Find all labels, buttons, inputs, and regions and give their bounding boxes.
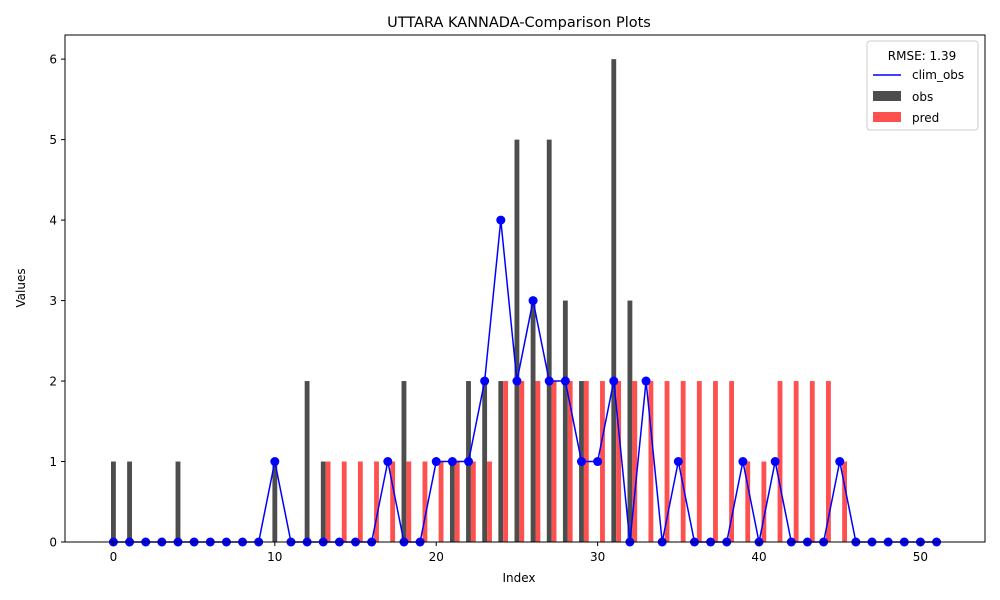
clim-obs-point bbox=[528, 296, 538, 306]
pred-bar bbox=[680, 381, 686, 542]
obs-bar bbox=[611, 59, 617, 543]
clim-obs-point bbox=[770, 457, 780, 467]
pred-bar bbox=[713, 381, 718, 542]
y-tick-label: 6 bbox=[49, 53, 57, 67]
pred-bar bbox=[422, 461, 428, 542]
legend-swatch-pred bbox=[873, 112, 901, 122]
clim-obs-point bbox=[496, 215, 506, 225]
pred-bar bbox=[761, 461, 767, 542]
pred-bar bbox=[745, 461, 751, 542]
x-tick-label: 20 bbox=[429, 550, 444, 564]
pred-bar bbox=[696, 381, 702, 542]
y-tick-label: 0 bbox=[49, 536, 57, 550]
y-tick-label: 1 bbox=[49, 455, 57, 469]
obs-bar bbox=[498, 381, 504, 542]
clim-obs-point bbox=[738, 457, 748, 467]
obs-bar bbox=[401, 381, 407, 542]
pred-bar bbox=[729, 381, 735, 542]
clim-obs-point bbox=[447, 457, 457, 467]
obs-bar bbox=[546, 139, 552, 542]
obs-bar bbox=[627, 300, 633, 542]
pred-bar bbox=[664, 381, 670, 542]
pred-bar bbox=[454, 461, 460, 542]
clim-obs-point bbox=[560, 376, 570, 386]
pred-bar bbox=[632, 381, 638, 542]
x-tick-label: 10 bbox=[267, 550, 282, 564]
obs-bar bbox=[272, 461, 278, 542]
pred-bars bbox=[325, 381, 847, 542]
pred-bar bbox=[341, 461, 347, 542]
clim-obs-point bbox=[641, 376, 651, 386]
obs-bar bbox=[449, 461, 455, 542]
y-axis: 0 1 2 3 4 5 6 bbox=[49, 53, 65, 550]
obs-bar bbox=[482, 381, 488, 542]
pred-bar bbox=[470, 461, 476, 542]
x-tick-label: 30 bbox=[590, 550, 605, 564]
pred-bar bbox=[600, 381, 605, 542]
pred-bar bbox=[390, 461, 396, 542]
x-tick-label: 40 bbox=[751, 550, 766, 564]
obs-bars bbox=[111, 59, 633, 543]
pred-bar bbox=[777, 381, 783, 542]
y-tick-label: 3 bbox=[49, 294, 57, 308]
pred-bar bbox=[826, 381, 831, 542]
clim-obs-point bbox=[544, 376, 554, 386]
obs-bar bbox=[530, 300, 536, 542]
y-tick-label: 5 bbox=[49, 133, 57, 147]
legend-label-pred: pred bbox=[912, 111, 939, 125]
legend-label-obs: obs bbox=[912, 90, 933, 104]
pred-bar bbox=[551, 381, 557, 542]
legend: RMSE: 1.39 clim_obs obs pred bbox=[866, 40, 979, 131]
clim-obs-point bbox=[464, 457, 474, 467]
clim-obs-point bbox=[270, 457, 280, 467]
clim-obs-point bbox=[480, 376, 490, 386]
pred-bar bbox=[519, 381, 525, 542]
plot-frame bbox=[64, 34, 986, 543]
legend-title: RMSE: 1.39 bbox=[888, 49, 956, 63]
pred-bar bbox=[357, 461, 363, 542]
obs-bar bbox=[304, 381, 310, 542]
legend-label-clim-obs: clim_obs bbox=[912, 68, 964, 82]
obs-bar bbox=[562, 300, 568, 542]
clim-obs-point bbox=[576, 457, 586, 467]
pred-bar bbox=[438, 461, 444, 542]
pred-bar bbox=[487, 461, 492, 542]
pred-bar bbox=[842, 461, 847, 542]
pred-bar bbox=[535, 381, 541, 542]
obs-bar bbox=[320, 461, 326, 542]
obs-bar bbox=[111, 461, 116, 542]
pred-bar bbox=[809, 381, 815, 542]
pred-bar bbox=[374, 461, 379, 542]
x-tick-label: 0 bbox=[110, 550, 118, 564]
pred-bar bbox=[616, 381, 622, 542]
legend-box bbox=[866, 40, 979, 131]
y-tick-label: 4 bbox=[49, 214, 57, 228]
clim-obs-point bbox=[673, 457, 683, 467]
obs-bar bbox=[127, 461, 132, 542]
x-tick-label: 50 bbox=[913, 550, 928, 564]
clim-obs-point bbox=[609, 376, 619, 386]
obs-bar bbox=[175, 461, 181, 542]
pred-bar bbox=[648, 381, 654, 542]
obs-bar bbox=[514, 139, 520, 542]
x-axis: 0 10 20 30 40 50 bbox=[110, 542, 928, 564]
pred-bar bbox=[325, 461, 331, 542]
legend-swatch-obs bbox=[873, 91, 901, 101]
clim-obs-point bbox=[835, 457, 845, 467]
clim-obs-point bbox=[383, 457, 393, 467]
clim-obs-point bbox=[593, 457, 603, 467]
y-axis-label: Values bbox=[14, 268, 28, 307]
clim-obs-point bbox=[512, 376, 522, 386]
pred-bar bbox=[567, 381, 573, 542]
pred-bar bbox=[406, 461, 412, 542]
pred-bar bbox=[503, 381, 509, 542]
x-axis-label: Index bbox=[502, 571, 535, 585]
clim-obs-point bbox=[431, 457, 441, 467]
chart-title: UTTARA KANNADA-Comparison Plots bbox=[387, 15, 651, 31]
y-tick-label: 2 bbox=[49, 375, 57, 389]
pred-bar bbox=[793, 381, 799, 542]
